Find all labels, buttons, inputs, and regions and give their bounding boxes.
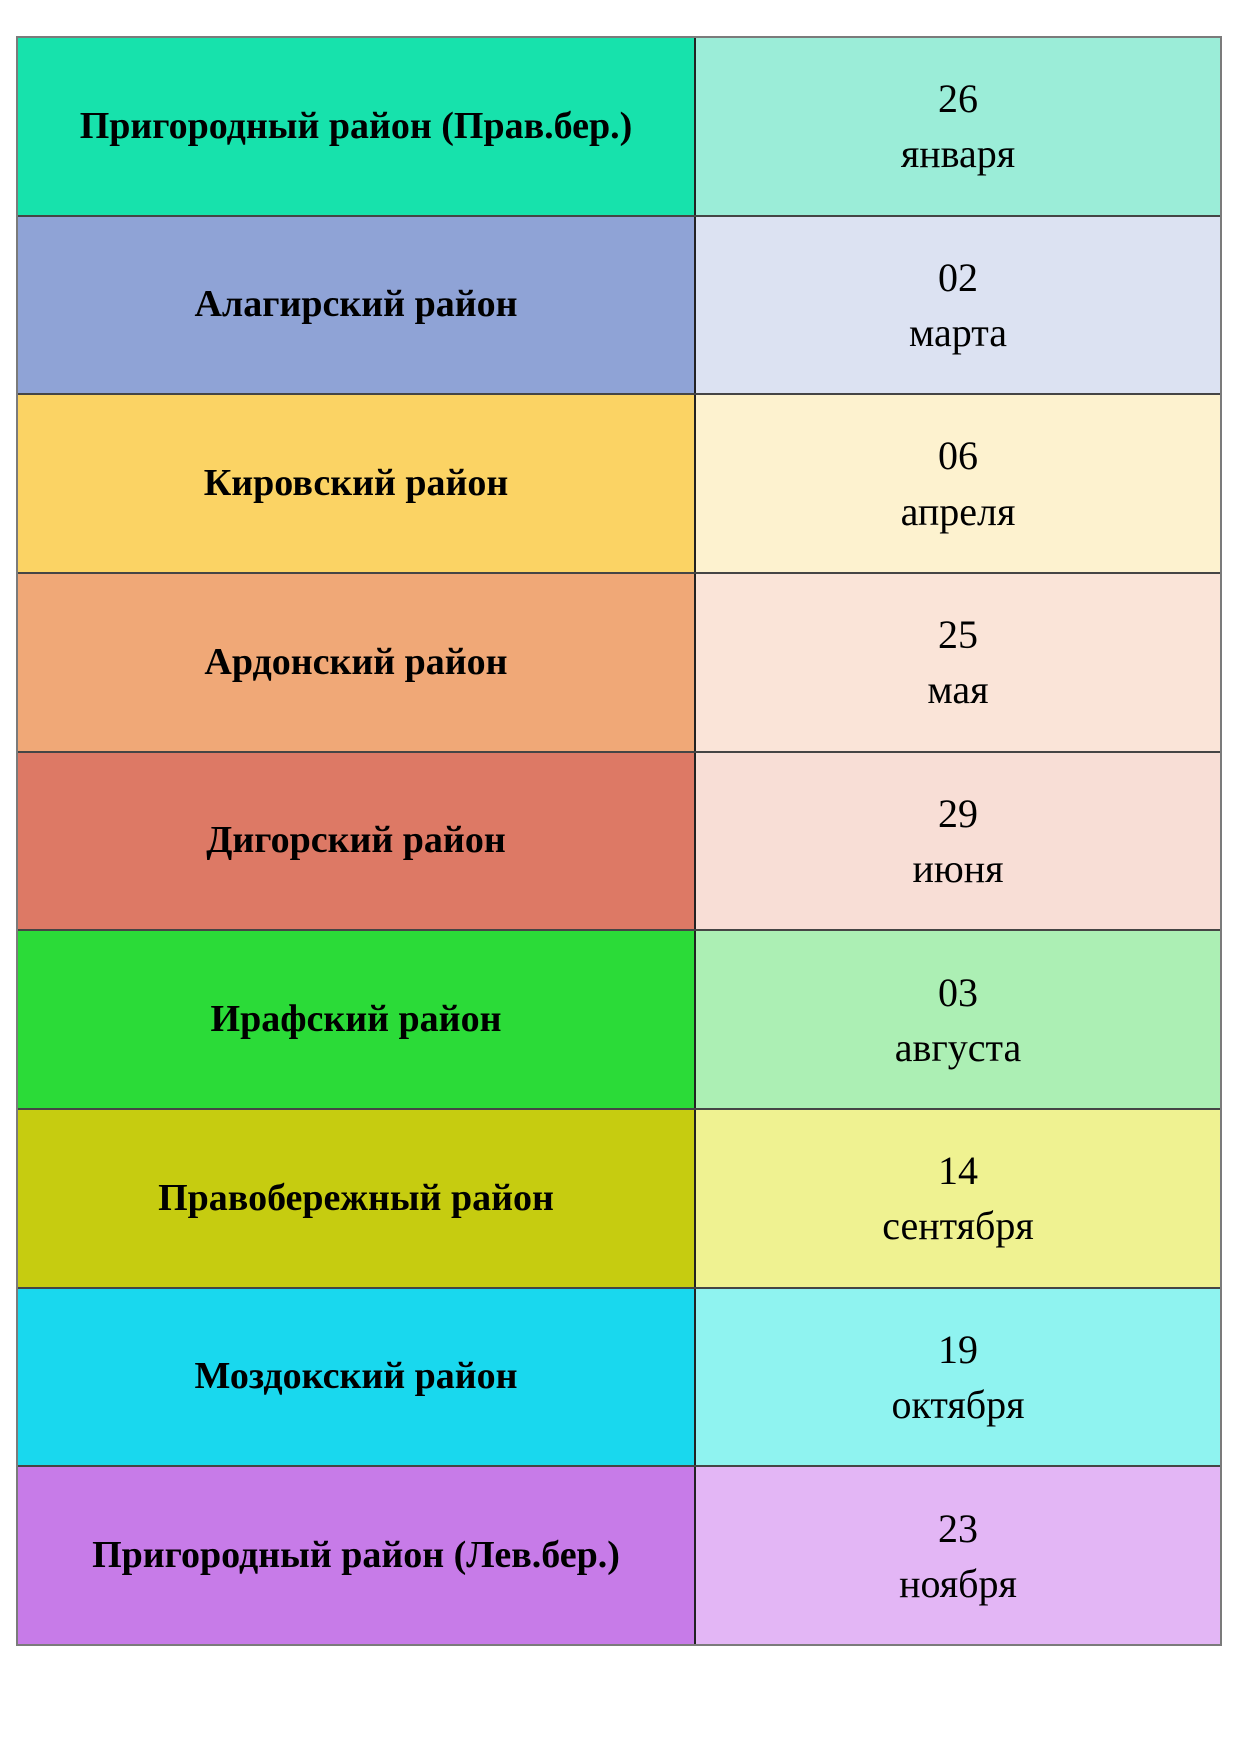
date-month-label: июня [912,846,1004,892]
date-day-label: 03 [938,969,978,1015]
table-row: Пригородный район (Лев.бер.) 23 ноября [18,1465,1220,1645]
date-day-label: 23 [938,1505,978,1551]
date-cell: 03 августа [696,931,1220,1109]
date-month-label: октября [891,1382,1025,1428]
district-cell: Пригородный район (Лев.бер.) [18,1467,696,1645]
date-day-label: 26 [938,76,978,122]
table-row: Ирафский район 03 августа [18,929,1220,1109]
district-name-label: Ардонский район [204,640,508,683]
date-day-label: 14 [938,1148,978,1194]
table-row: Моздокский район 19 октября [18,1286,1220,1466]
district-name-label: Пригородный район (Прав.бер.) [79,104,633,147]
date-day-label: 25 [938,612,978,658]
district-cell: Пригородный район (Прав.бер.) [18,38,696,215]
district-cell: Алагирский район [18,216,696,394]
table-row: Алагирский район 02 марта [18,214,1220,394]
date-cell: 06 апреля [696,395,1220,573]
table-row: Правобережный район 14 сентября [18,1108,1220,1287]
district-name-label: Дигорский район [206,819,506,862]
date-month-label: апреля [900,488,1016,534]
date-month-label: сентября [882,1203,1034,1249]
date-cell: 23 ноября [696,1467,1220,1645]
table-row: Ардонский район 25 мая [18,572,1220,751]
date-cell: 25 мая [696,574,1220,751]
district-date-table: Пригородный район (Прав.бер.) 26 января … [16,36,1222,1646]
district-cell: Правобережный район [18,1110,696,1287]
district-cell: Кировский район [18,395,696,573]
district-cell: Ирафский район [18,931,696,1109]
date-month-label: ноября [899,1560,1017,1606]
district-name-label: Алагирский район [194,283,518,326]
district-cell: Ардонский район [18,574,696,751]
table-row: Кировский район 06 апреля [18,393,1220,573]
date-day-label: 06 [938,433,978,479]
date-cell: 29 июня [696,752,1220,930]
date-day-label: 19 [938,1326,978,1372]
date-day-label: 29 [938,790,978,836]
district-name-label: Кировский район [203,461,509,504]
date-month-label: августа [894,1024,1022,1070]
date-month-label: января [900,131,1016,177]
date-month-label: марта [909,310,1007,355]
date-cell: 26 января [696,38,1220,215]
date-cell: 02 марта [696,216,1220,394]
district-name-label: Пригородный район (Лев.бер.) [92,1533,620,1576]
date-month-label: мая [927,667,989,713]
date-cell: 14 сентября [696,1110,1220,1287]
date-cell: 19 октября [696,1288,1220,1466]
table-row: Пригородный район (Прав.бер.) 26 января [18,38,1220,215]
district-name-label: Ирафский район [210,997,502,1040]
district-cell: Моздокский район [18,1288,696,1466]
table-row: Дигорский район 29 июня [18,750,1220,930]
district-name-label: Моздокский район [194,1355,518,1398]
date-day-label: 02 [938,254,978,300]
district-name-label: Правобережный район [158,1176,554,1219]
district-cell: Дигорский район [18,752,696,930]
